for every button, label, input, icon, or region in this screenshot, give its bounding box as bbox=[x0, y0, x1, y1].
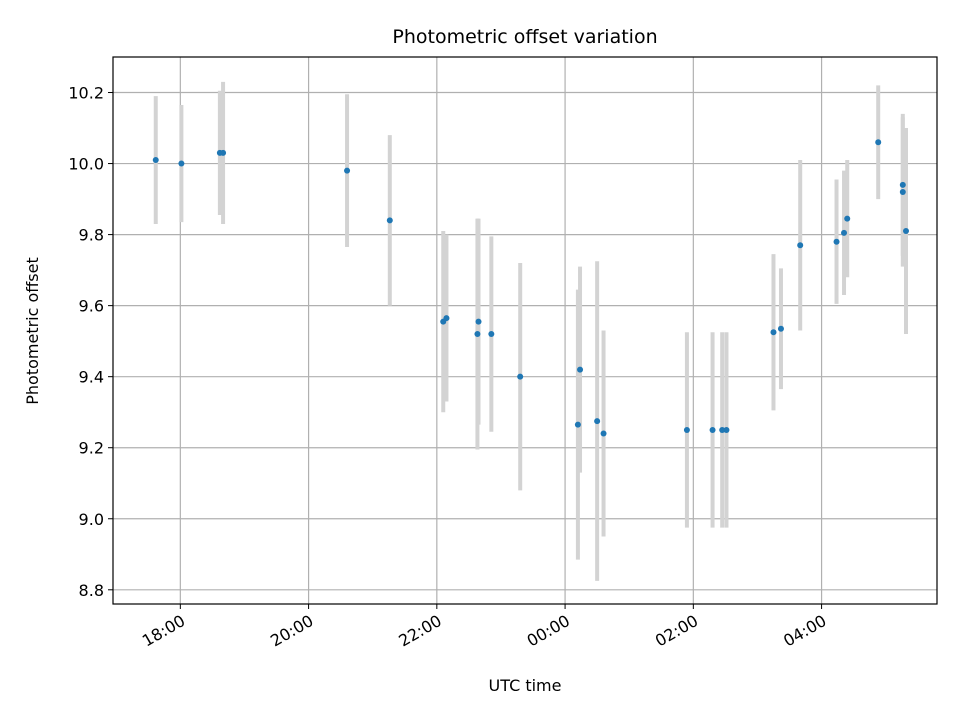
data-point bbox=[903, 228, 910, 235]
data-point bbox=[475, 318, 482, 325]
data-point bbox=[797, 242, 804, 249]
y-tick-label: 8.8 bbox=[79, 581, 104, 600]
data-points bbox=[152, 139, 910, 437]
y-tick-label: 9.6 bbox=[79, 297, 104, 316]
chart-title: Photometric offset variation bbox=[392, 26, 657, 48]
data-point bbox=[777, 325, 784, 332]
data-point bbox=[443, 315, 450, 322]
data-point bbox=[841, 229, 848, 236]
y-tick-label: 10.2 bbox=[68, 84, 104, 103]
data-point bbox=[833, 238, 840, 245]
data-point bbox=[875, 139, 882, 146]
data-point bbox=[683, 426, 690, 433]
data-point bbox=[770, 329, 777, 336]
plot-frame bbox=[112, 56, 938, 605]
y-tick-label: 9.2 bbox=[79, 439, 104, 458]
data-point bbox=[386, 217, 393, 224]
data-point bbox=[517, 373, 524, 380]
plot-area bbox=[113, 57, 937, 604]
data-point bbox=[709, 426, 716, 433]
x-axis-label: UTC time bbox=[489, 676, 562, 695]
data-point bbox=[178, 160, 185, 167]
data-point bbox=[899, 188, 906, 195]
data-point bbox=[899, 181, 906, 188]
data-point bbox=[474, 331, 481, 338]
data-point bbox=[220, 149, 227, 156]
data-point bbox=[488, 331, 495, 338]
data-point bbox=[719, 426, 726, 433]
data-point bbox=[574, 421, 581, 428]
data-point bbox=[594, 418, 601, 425]
data-point bbox=[152, 157, 159, 164]
y-tick-label: 9.4 bbox=[79, 368, 104, 387]
data-point bbox=[577, 366, 584, 373]
data-point bbox=[723, 426, 730, 433]
y-axis-label: Photometric offset bbox=[23, 257, 42, 405]
y-axis-ticks: 8.8 9.0 9.2 9.4 9.6 9.8 10.0 10.2 bbox=[68, 84, 113, 600]
data-point bbox=[344, 167, 351, 174]
y-tick-label: 10.0 bbox=[68, 155, 104, 174]
y-tick-label: 9.0 bbox=[79, 510, 104, 529]
y-tick-label: 9.8 bbox=[79, 226, 104, 245]
data-point bbox=[844, 215, 851, 222]
data-point bbox=[600, 430, 607, 437]
